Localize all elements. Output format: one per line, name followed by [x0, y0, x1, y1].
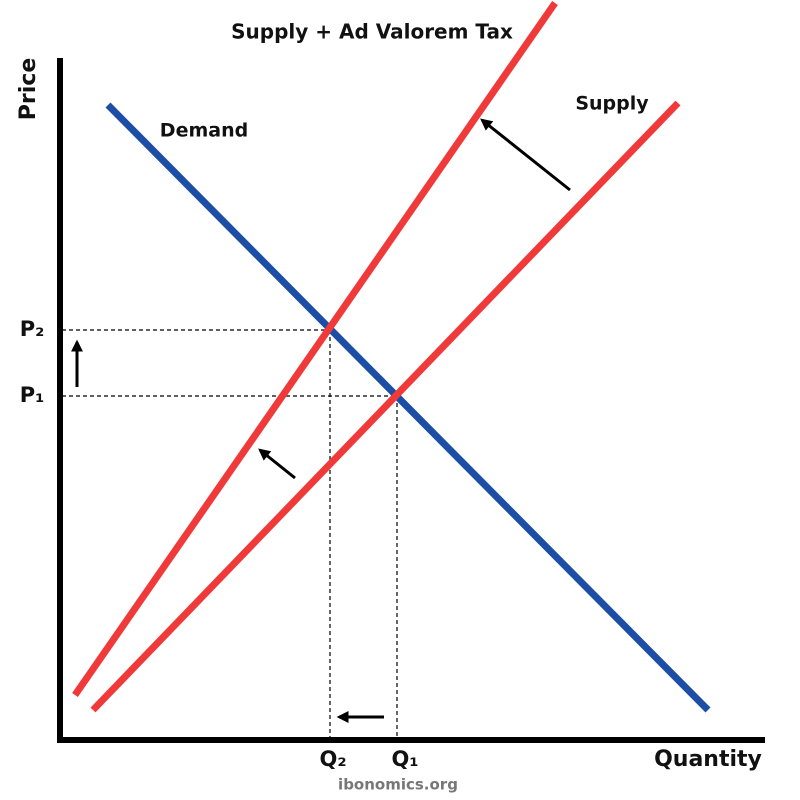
supply-label: Supply	[575, 93, 649, 115]
shift-arrow	[258, 448, 296, 480]
demand-label: Demand	[160, 120, 248, 142]
title: Supply + Ad Valorem Tax	[231, 20, 513, 44]
guides	[62, 329, 398, 740]
demand-curve	[105, 102, 711, 713]
tax-supply-curve	[72, 1, 558, 697]
footer: ibonomics.org	[338, 776, 458, 794]
q1-label: Q₁	[391, 747, 418, 771]
arrows	[71, 118, 571, 723]
y-axis-label: Price	[16, 58, 41, 120]
supply-curve	[90, 100, 681, 713]
p2-label: P₂	[20, 317, 45, 341]
shift-arrow	[480, 118, 571, 192]
x-axis-label: Quantity	[654, 747, 762, 772]
q2-label: Q₂	[319, 747, 346, 771]
p1-label: P₁	[20, 383, 45, 407]
